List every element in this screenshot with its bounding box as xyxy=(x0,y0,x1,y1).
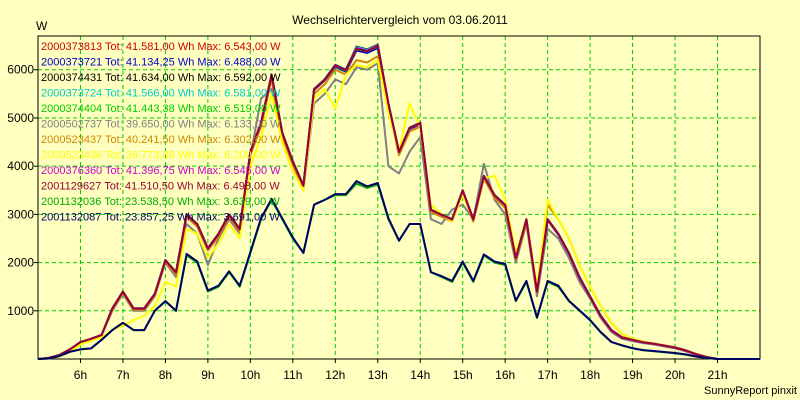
series-lines xyxy=(37,43,760,360)
x-tick-label: 19h xyxy=(623,368,643,382)
legend-entry-2001132087: 2001132087 Tot: 23.857,25 Wh Max: 3.691,… xyxy=(41,212,280,224)
axes: 1000 2000 3000 4000 5000 6000 6h 7h 8h 9h 10h 11h 12… xyxy=(7,35,761,382)
x-tick-label: 15h xyxy=(453,368,473,382)
credit-label: SunnyReport pinxit xyxy=(704,385,797,397)
x-tick-label: 8h xyxy=(159,368,172,382)
legend-entry-2000373813: 2000373813 Tot: 41.581,00 Wh Max: 6.543,… xyxy=(41,41,281,53)
y-tick-label: 5000 xyxy=(7,111,34,125)
legend-entry-2000373721: 2000373721 Tot: 41.134,25 Wh Max: 6.488,… xyxy=(41,57,281,69)
x-tick-label: 16h xyxy=(495,368,515,382)
series-line-2001129627 xyxy=(37,45,760,360)
legend-entry-2000373724: 2000373724 Tot: 41.566,00 Wh Max: 6.581,… xyxy=(41,88,281,100)
series-line-2001132087 xyxy=(37,180,760,360)
plot-frame xyxy=(37,35,761,360)
legend-entry-2001129627: 2001129627 Tot: 41.510,50 Wh Max: 6.498,… xyxy=(41,181,280,193)
x-tick-label: 13h xyxy=(368,368,388,382)
y-tick-label: 6000 xyxy=(7,63,34,77)
legend-entry-2000376360: 2000376360 Tot: 41.396,75 Wh Max: 6.545,… xyxy=(41,165,281,177)
y-tick-label: 1000 xyxy=(7,304,34,318)
legend-entry-2000502737: 2000502737 Tot: 39.650,00 Wh Max: 6.133,… xyxy=(41,119,281,131)
x-tick-label: 10h xyxy=(240,368,260,382)
legend-entry-2000374431: 2000374431 Tot: 41.634,00 Wh Max: 6.592,… xyxy=(41,72,281,84)
y-tick-label: 2000 xyxy=(7,256,34,270)
y-axis-label: W xyxy=(36,19,48,33)
chart-title: Wechselrichtervergleich vom 03.06.2011 xyxy=(292,13,508,27)
x-tick-label: 17h xyxy=(538,368,558,382)
x-tick-label: 14h xyxy=(410,368,430,382)
legend-entry-2000374404: 2000374404 Tot: 41.443,38 Wh Max: 6.519,… xyxy=(41,103,281,115)
legend-entry-2001132036: 2001132036 Tot: 23.538,50 Wh Max: 3.639,… xyxy=(41,196,280,208)
x-tick-label: 9h xyxy=(201,368,214,382)
y-tick-label: 4000 xyxy=(7,159,34,173)
x-tick-label: 7h xyxy=(116,368,129,382)
legend-entry-2000523438: 2000523438 Tot: 39.773,88 Wh Max: 6.200,… xyxy=(41,150,281,162)
x-tick-label: 18h xyxy=(580,368,600,382)
x-tick-label: 11h xyxy=(283,368,302,382)
x-tick-label: 21h xyxy=(708,368,728,382)
x-tick-label: 12h xyxy=(325,368,345,382)
y-tick-label: 3000 xyxy=(7,207,34,221)
x-tick-label: 20h xyxy=(665,368,685,382)
legend: 2000373813 Tot: 41.581,00 Wh Max: 6.543,… xyxy=(41,41,281,224)
x-tick-label: 6h xyxy=(74,368,87,382)
legend-entry-2000523437: 2000523437 Tot: 40.241,50 Wh Max: 6.302,… xyxy=(41,134,281,146)
